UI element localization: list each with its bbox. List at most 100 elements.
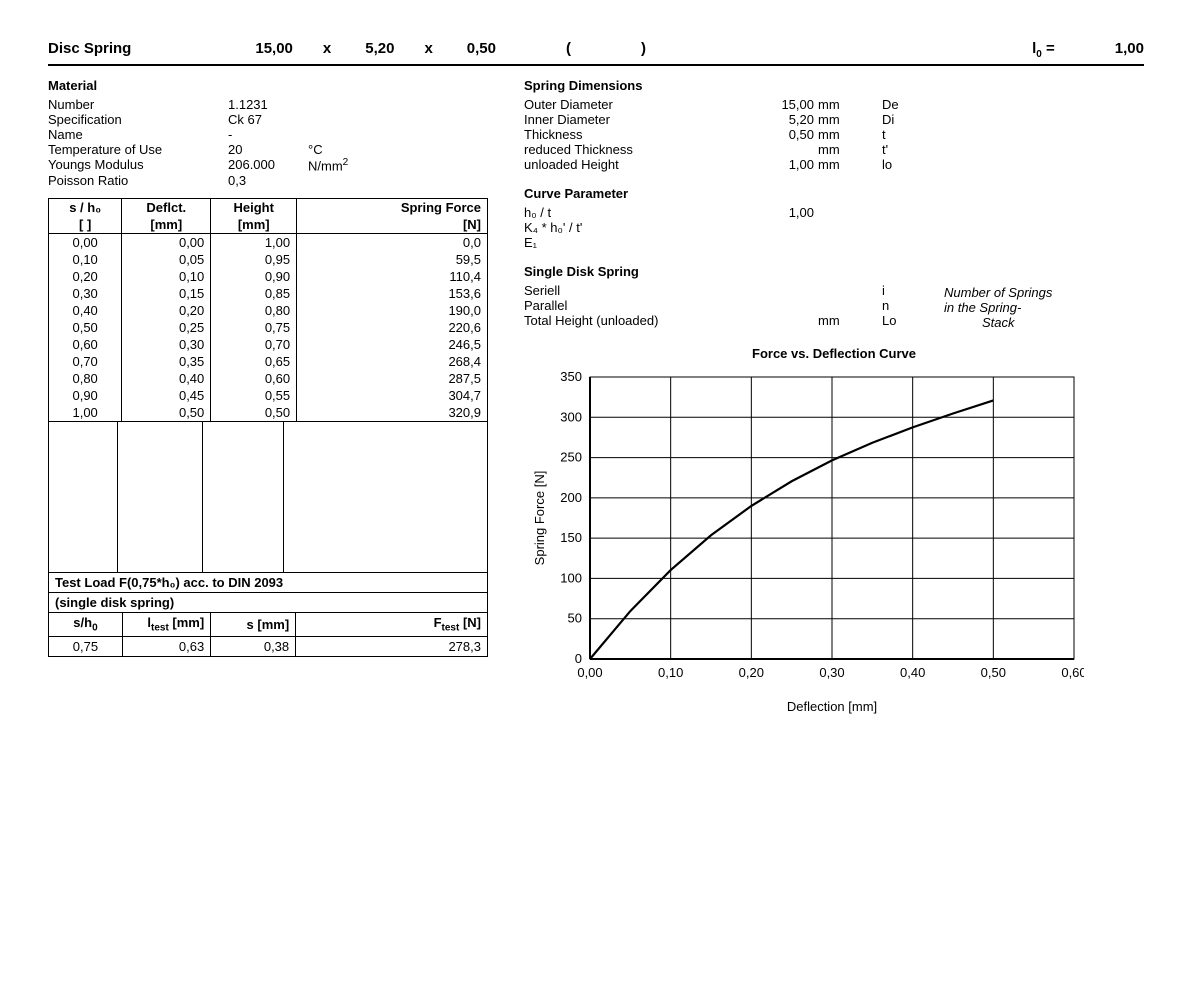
table-row: 0,800,400,60287,5 [49,370,488,387]
material-title: Material [48,78,488,93]
material-label: Poisson Ratio [48,173,228,188]
test-header: Ftest [N] [296,613,488,637]
material-label: Name [48,127,228,142]
test-cell: 0,75 [49,636,123,656]
material-table: Number1.1231SpecificationCk 67Name-Tempe… [48,97,488,188]
hdr-lo-label: l0 = [1032,40,1055,60]
svg-text:0,30: 0,30 [819,665,844,680]
material-unit: N/mm2 [308,157,368,173]
material-value: 206.000 [228,157,308,173]
table-row: 0,900,450,55304,7 [49,387,488,404]
table-row: 0,100,050,9559,5 [49,251,488,268]
table-header: s / h₀ [49,199,122,217]
material-row: Name- [48,127,488,142]
material-row: SpecificationCk 67 [48,112,488,127]
table-row: 0,400,200,80190,0 [49,302,488,319]
table-row: 0,600,300,70246,5 [49,336,488,353]
single-spring-row: Serielli [524,283,944,298]
dimension-row: Inner Diameter5,20mmDi [524,112,1144,127]
table-row: 0,500,250,75220,6 [49,319,488,336]
svg-text:150: 150 [560,530,582,545]
single-spring-title: Single Disk Spring [524,264,1144,279]
dimensions-table: Outer Diameter15,00mmDeInner Diameter5,2… [524,97,1144,172]
svg-text:0,00: 0,00 [577,665,602,680]
table-unit-header: [mm] [211,216,297,234]
test-load-title: Test Load F(0,75*h₀) acc. to DIN 2093 [49,573,488,593]
test-load-subtitle: (single disk spring) [49,593,488,613]
single-spring-table: SerielliParallelnTotal Height (unloaded)… [524,283,944,330]
chart-title: Force vs. Deflection Curve [524,346,1144,361]
dimension-row: Outer Diameter15,00mmDe [524,97,1144,112]
hdr-paren-close: ) [641,40,646,57]
material-label: Youngs Modulus [48,157,228,173]
spring-stack-note: Number of Springs in the Spring- Stack [944,283,1052,330]
dimensions-title: Spring Dimensions [524,78,1144,93]
svg-text:0,50: 0,50 [981,665,1006,680]
material-unit [308,97,368,112]
material-unit [308,173,368,188]
table-unit-header: [N] [297,216,488,234]
test-cell: 278,3 [296,636,488,656]
deflection-table: s / h₀Deflct.HeightSpring Force [ ][mm][… [48,198,488,422]
table-row: 0,200,100,90110,4 [49,268,488,285]
svg-text:0,10: 0,10 [658,665,683,680]
material-unit [308,127,368,142]
table-unit-header: [ ] [49,216,122,234]
title: Disc Spring [48,40,131,57]
single-spring-row: Paralleln [524,298,944,313]
curve-param-row: h₀ / t1,00 [524,205,1144,220]
test-load-table: Test Load F(0,75*h₀) acc. to DIN 2093 (s… [48,573,488,657]
material-value: 1.1231 [228,97,308,112]
force-deflection-chart: 0,00 0,10 0,20 0,30 0,40 0,50 0,60 0 50 100 150 200… [524,367,1084,727]
material-row: Number1.1231 [48,97,488,112]
svg-text:0: 0 [575,651,582,666]
hdr-dim3: 0,50 [467,40,496,57]
svg-text:0,60: 0,60 [1061,665,1084,680]
hdr-x1: x [323,40,331,57]
table-header: Spring Force [297,199,488,217]
material-label: Number [48,97,228,112]
material-value: 0,3 [228,173,308,188]
svg-text:200: 200 [560,490,582,505]
svg-text:Spring Force [N]: Spring Force [N] [532,471,547,566]
material-row: Poisson Ratio0,3 [48,173,488,188]
table-row: 0,700,350,65268,4 [49,353,488,370]
table-unit-header: [mm] [122,216,211,234]
curve-param-row: E₁ [524,235,1144,250]
hdr-x2: x [424,40,432,57]
test-header: s/h0 [49,613,123,637]
svg-text:100: 100 [560,570,582,585]
hdr-dim1: 15,00 [255,40,293,57]
svg-text:Deflection [mm]: Deflection [mm] [787,699,877,714]
test-header: s [mm] [211,613,296,637]
dimension-row: Thickness0,50mmt [524,127,1144,142]
svg-text:0,40: 0,40 [900,665,925,680]
table-row: 0,000,001,000,0 [49,234,488,252]
test-cell: 0,38 [211,636,296,656]
test-header: ltest [mm] [122,613,210,637]
dimension-row: unloaded Height1,00mmlo [524,157,1144,172]
material-value: - [228,127,308,142]
test-cell: 0,63 [122,636,210,656]
hdr-paren-open: ( [566,40,571,57]
curve-param-table: h₀ / t1,00K₄ * h₀' / t'E₁ [524,205,1144,250]
table-header: Deflct. [122,199,211,217]
table-row: 0,300,150,85153,6 [49,285,488,302]
svg-text:50: 50 [568,611,582,626]
material-unit: °C [308,142,368,157]
page-header: Disc Spring 15,00 x 5,20 x 0,50 ( ) l0 =… [48,40,1144,66]
svg-text:0,20: 0,20 [739,665,764,680]
material-row: Youngs Modulus206.000N/mm2 [48,157,488,173]
table-row: 1,000,500,50320,9 [49,404,488,422]
svg-text:250: 250 [560,450,582,465]
material-value: 20 [228,142,308,157]
hdr-dim2: 5,20 [365,40,394,57]
material-label: Specification [48,112,228,127]
svg-text:350: 350 [560,369,582,384]
single-spring-row: Total Height (unloaded)mmLo [524,313,944,328]
empty-table-area [48,422,488,573]
material-row: Temperature of Use20°C [48,142,488,157]
hdr-lo-value: 1,00 [1115,40,1144,57]
table-header: Height [211,199,297,217]
dimension-row: reduced Thicknessmmt' [524,142,1144,157]
